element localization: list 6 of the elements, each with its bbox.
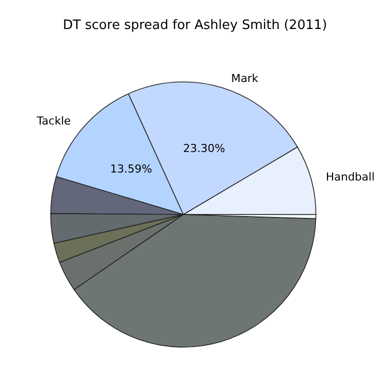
data-label: 13.59% <box>110 162 152 176</box>
slice-label: Handball <box>326 170 375 184</box>
slice-label: Mark <box>231 72 259 85</box>
data-label: 23.30% <box>183 142 226 155</box>
chart-title: DT score spread for Ashley Smith (2011) <box>62 18 328 33</box>
slice-label: Tackle <box>36 114 71 128</box>
